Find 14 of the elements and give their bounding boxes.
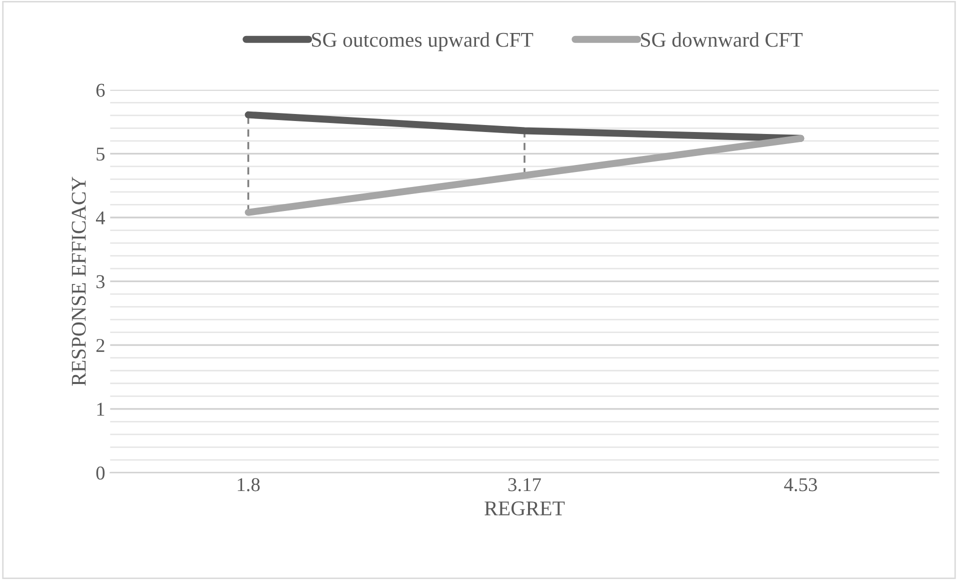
x-tick-label: 4.53 <box>784 478 817 492</box>
y-tick-label: 6 <box>96 84 105 97</box>
y-tick-label: 2 <box>96 338 104 352</box>
x-tick-label: 1.8 <box>238 478 260 492</box>
y-tick-label: 3 <box>96 275 105 288</box>
y-tick-label: 1 <box>97 402 104 416</box>
x-axis-title: REGRET <box>484 501 565 516</box>
y-axis-title: RESPONSE EFFICACY <box>72 176 86 386</box>
legend-label: SG outcomes upward CFT <box>312 32 534 52</box>
y-tick-label: 5 <box>96 148 105 161</box>
y-tick-label: 4 <box>96 211 106 224</box>
y-tick-label: 0 <box>96 466 105 480</box>
legend-label: SG downward CFT <box>641 32 803 47</box>
x-tick-label: 3.17 <box>508 478 541 492</box>
